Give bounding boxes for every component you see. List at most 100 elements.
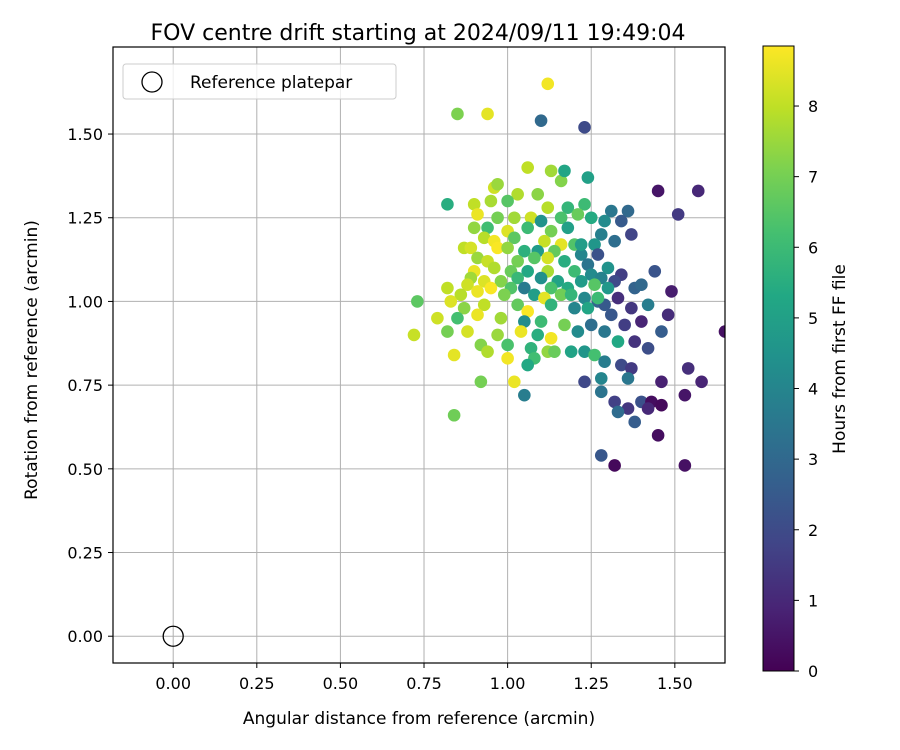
data-point: [574, 238, 588, 251]
data-point: [584, 211, 598, 225]
data-point: [628, 415, 642, 429]
data-point: [678, 388, 692, 402]
data-point: [598, 325, 611, 338]
data-point: [521, 358, 534, 372]
data-point: [471, 285, 484, 298]
data-point: [531, 188, 545, 201]
reference-platepar-marker: [162, 625, 184, 647]
data-point: [655, 375, 668, 389]
data-point: [571, 208, 585, 221]
data-point: [581, 171, 595, 184]
data-point: [621, 204, 635, 218]
x-tick-label: 1.00: [490, 674, 526, 693]
data-point: [501, 338, 514, 352]
data-point: [641, 342, 655, 355]
data-point: [568, 301, 581, 315]
data-point: [584, 318, 598, 332]
data-point: [608, 459, 621, 472]
y-tick-label: 0.00: [67, 627, 103, 646]
chart-title: FOV centre drift starting at 2024/09/11 …: [151, 21, 686, 46]
y-tick-label: 1.00: [67, 292, 103, 311]
data-point: [451, 311, 464, 325]
data-point: [518, 388, 531, 402]
data-point: [695, 375, 708, 389]
data-point: [588, 348, 601, 362]
data-point: [564, 288, 578, 302]
data-point: [641, 402, 655, 415]
data-point: [544, 164, 558, 178]
colorbar-tick-label: 5: [808, 309, 818, 328]
colorbar-tick-label: 6: [808, 238, 818, 257]
data-point: [544, 224, 558, 238]
data-point: [665, 285, 678, 298]
data-point: [467, 221, 481, 235]
data-point: [508, 231, 521, 245]
x-tick-label: 0.00: [155, 674, 191, 693]
data-point: [477, 231, 491, 245]
colorbar-label: Hours from first FF file: [830, 264, 850, 454]
x-tick-label: 0.50: [323, 674, 359, 693]
data-point: [611, 335, 625, 348]
data-point: [511, 188, 524, 201]
data-point: [461, 278, 474, 291]
data-point: [471, 251, 484, 265]
data-point: [508, 211, 521, 225]
data-point: [735, 352, 748, 365]
data-point: [568, 265, 581, 278]
data-point: [524, 342, 538, 355]
data-point: [521, 161, 534, 174]
data-point: [588, 278, 601, 291]
legend-marker-icon: [141, 71, 163, 93]
data-point: [541, 77, 555, 91]
data-point: [407, 328, 421, 342]
data-point: [554, 174, 568, 188]
data-point: [571, 325, 585, 338]
data-point: [477, 298, 491, 312]
data-point: [511, 298, 524, 312]
data-point: [494, 311, 508, 325]
data-point: [625, 362, 638, 375]
data-point: [464, 241, 478, 255]
data-point: [718, 325, 725, 338]
data-point: [441, 198, 454, 211]
data-point: [635, 315, 648, 328]
data-point: [598, 214, 611, 228]
data-point: [501, 241, 514, 255]
data-point: [534, 214, 548, 228]
x-tick-label: 1.50: [657, 674, 693, 693]
data-point: [447, 348, 461, 362]
legend-label: Reference platepar: [190, 73, 352, 93]
data-point: [471, 308, 484, 322]
data-point: [678, 459, 692, 472]
x-tick-label: 0.25: [239, 674, 275, 693]
x-tick-label: 1.25: [573, 674, 609, 693]
data-point: [457, 301, 471, 315]
data-point: [625, 301, 638, 315]
y-tick-label: 1.50: [67, 125, 103, 144]
data-point: [491, 211, 504, 225]
data-point: [594, 372, 608, 385]
data-point: [497, 288, 511, 302]
data-point: [524, 211, 538, 225]
data-point: [681, 362, 695, 375]
data-point: [521, 305, 534, 318]
data-point: [451, 107, 464, 121]
colorbar-tick-label: 8: [808, 97, 818, 116]
legend-box: [122, 63, 397, 100]
data-point: [574, 275, 588, 288]
data-point: [558, 254, 571, 268]
data-point: [534, 271, 548, 285]
data-point: [604, 204, 618, 218]
data-point: [608, 395, 621, 409]
data-point: [494, 275, 508, 288]
data-point: [461, 325, 474, 338]
data-point: [508, 375, 521, 389]
data-point: [501, 194, 514, 208]
colorbar-tick-label: 3: [808, 450, 818, 469]
data-point: [521, 221, 534, 235]
data-point: [474, 375, 488, 389]
data-point: [481, 345, 494, 358]
data-point: [691, 184, 705, 198]
data-point: [531, 328, 545, 342]
